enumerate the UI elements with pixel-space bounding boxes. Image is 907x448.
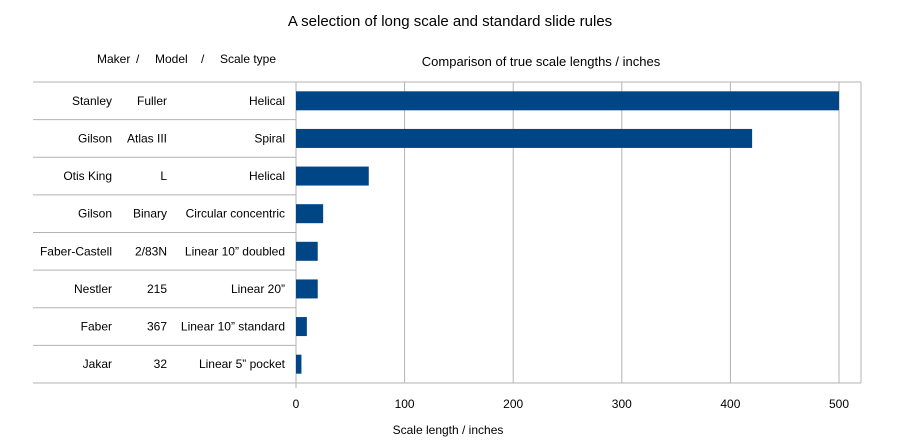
row-maker: Faber bbox=[81, 320, 112, 334]
x-tick-label: 0 bbox=[293, 397, 300, 411]
row-model: 32 bbox=[154, 357, 168, 371]
bar bbox=[296, 91, 839, 111]
header-separator: / bbox=[201, 52, 205, 66]
row-maker: Stanley bbox=[72, 94, 112, 108]
x-tick-label: 200 bbox=[503, 397, 523, 411]
row-model: 2/83N bbox=[135, 244, 167, 258]
header-maker: Maker bbox=[97, 52, 130, 66]
row-scale-type: Spiral bbox=[254, 131, 285, 145]
row-scale-type: Linear 5” pocket bbox=[199, 357, 286, 371]
row-scale-type: Linear 10” standard bbox=[181, 320, 285, 334]
table-headers: Maker / Model / Scale type bbox=[97, 52, 276, 66]
category-table: Stanley Fuller Helical Gilson Atlas III Spira… bbox=[33, 81, 296, 384]
header-scale-type: Scale type bbox=[220, 52, 276, 66]
chart-subtitle: Comparison of true scale lengths / inche… bbox=[422, 54, 661, 69]
x-tick-labels: 0 100 200 300 400 500 bbox=[293, 397, 850, 411]
bar bbox=[296, 317, 307, 337]
row-model: L bbox=[160, 169, 167, 183]
row-maker: Faber-Castell bbox=[40, 244, 112, 258]
bar bbox=[296, 128, 753, 148]
bar bbox=[296, 204, 324, 224]
x-tick-label: 100 bbox=[395, 397, 415, 411]
row-scale-type: Helical bbox=[249, 169, 285, 183]
row-model: Atlas III bbox=[127, 131, 167, 145]
row-model: 215 bbox=[147, 282, 167, 296]
bars bbox=[296, 91, 839, 374]
row-model: 367 bbox=[147, 320, 167, 334]
x-tick-label: 300 bbox=[612, 397, 632, 411]
bar bbox=[296, 166, 369, 186]
x-tick-label: 400 bbox=[720, 397, 740, 411]
row-maker: Gilson bbox=[78, 207, 112, 221]
row-model: Binary bbox=[133, 207, 167, 221]
bar bbox=[296, 354, 302, 374]
row-model: Fuller bbox=[137, 94, 167, 108]
row-scale-type: Linear 10” doubled bbox=[185, 244, 285, 258]
row-maker: Otis King bbox=[63, 169, 112, 183]
row-scale-type: Circular concentric bbox=[186, 207, 285, 221]
row-maker: Gilson bbox=[78, 131, 112, 145]
row-scale-type: Helical bbox=[249, 94, 285, 108]
header-separator: / bbox=[136, 52, 140, 66]
chart-title: A selection of long scale and standard s… bbox=[288, 13, 612, 30]
header-model: Model bbox=[155, 52, 188, 66]
bar bbox=[296, 279, 318, 299]
bar bbox=[296, 241, 318, 261]
x-axis-label: Scale length / inches bbox=[393, 423, 504, 437]
gridlines bbox=[295, 81, 862, 388]
row-maker: Jakar bbox=[83, 357, 112, 371]
x-tick-label: 500 bbox=[829, 397, 849, 411]
row-scale-type: Linear 20” bbox=[231, 282, 285, 296]
row-maker: Nestler bbox=[74, 282, 112, 296]
